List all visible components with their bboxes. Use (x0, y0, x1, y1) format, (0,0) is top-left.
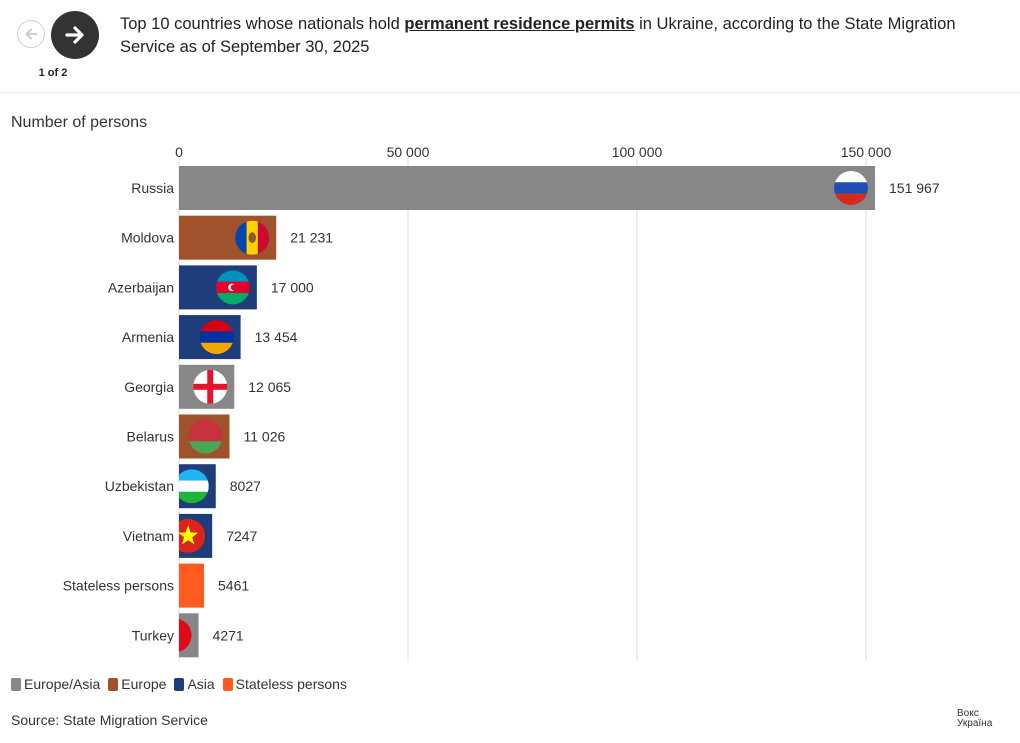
value-label: 151 967 (889, 180, 940, 196)
axis-title: Number of persons (11, 114, 147, 131)
previous-button[interactable] (17, 20, 45, 48)
value-label: 4271 (213, 627, 244, 643)
arrow-right-icon (65, 26, 84, 44)
legend-swatch (108, 677, 119, 691)
x-tick-label: 100 000 (612, 144, 663, 160)
value-label: 7247 (226, 528, 257, 544)
legend-label: Stateless persons (235, 676, 347, 692)
category-label: Georgia (124, 379, 174, 395)
legend: Europe/Asia Europe Asia Stateless persons (11, 676, 347, 692)
category-label: Moldova (121, 230, 174, 246)
category-label: Belarus (127, 429, 174, 445)
value-label: 11 026 (243, 429, 285, 445)
belarus-flag (188, 419, 223, 454)
x-tick-label: 50 000 (387, 144, 430, 160)
value-label: 8027 (230, 478, 261, 494)
bar-row: Azerbaijan 17 000 (108, 265, 314, 310)
uzbekistan-flag (179, 469, 209, 504)
armenia-flag (199, 320, 234, 355)
vietnam-flag (179, 518, 206, 553)
logo-line-1: Вокс (957, 708, 979, 719)
header: 1 of 2 Top 10 countries whose nationals … (0, 0, 1020, 93)
x-tick-label: 150 000 (841, 144, 892, 160)
turkey-flag (179, 618, 192, 653)
legend-item: Europe (108, 676, 166, 692)
chart-title: Top 10 countries whose nationals hold pe… (120, 13, 1000, 59)
category-label: Russia (131, 180, 174, 196)
category-label: Uzbekistan (105, 478, 174, 494)
category-label: Stateless persons (63, 578, 174, 594)
bar-row: Georgia 12 065 (124, 364, 291, 409)
russia-flag (834, 171, 869, 205)
bar-row: Turkey 4271 (132, 613, 244, 658)
bar-row: Moldova 21 231 (121, 215, 333, 260)
logo-line-2: Україна (957, 718, 993, 729)
legend-item: Asia (174, 676, 215, 692)
category-label: Armenia (122, 329, 174, 345)
bar-row: Uzbekistan 8027 (105, 464, 261, 509)
value-label: 13 454 (255, 329, 298, 345)
bar-row: Belarus 11 026 (127, 414, 285, 459)
bar[interactable] (179, 166, 876, 210)
legend-swatch (222, 677, 233, 691)
category-label: Turkey (132, 627, 174, 643)
title-text-start: Top 10 countries whose nationals hold (120, 15, 405, 33)
bar-row: Stateless persons 5461 (63, 563, 249, 608)
legend-label: Asia (187, 676, 215, 692)
bar-chart: Number of persons 0 50 000 100 000 150 000 Ru… (11, 114, 940, 661)
vox-ukraine-logo[interactable]: Вокс Україна (957, 709, 992, 729)
bar-row: Armenia 13 454 (122, 315, 298, 360)
legend-label: Europe/Asia (24, 676, 101, 692)
next-button[interactable] (51, 11, 99, 59)
legend-swatch (11, 677, 21, 691)
azerbaijan-flag (215, 270, 250, 305)
value-label: 12 065 (248, 379, 291, 395)
bar-row: Russia 151 967 (131, 166, 940, 210)
georgia-flag (193, 369, 228, 404)
bar[interactable] (179, 563, 205, 608)
legend-item: Europe/Asia (11, 676, 100, 692)
value-label: 21 231 (290, 230, 333, 246)
source-note: Source: State Migration Service (11, 712, 208, 728)
bar-row: Vietnam 7247 (123, 513, 258, 558)
value-label: 5461 (218, 578, 249, 594)
category-label: Azerbaijan (108, 279, 174, 295)
value-label: 17 000 (271, 279, 314, 295)
title-link[interactable]: permanent residence permits (404, 15, 635, 33)
title-text-end: in Ukraine, according to the State Migra… (120, 15, 956, 56)
legend-swatch (174, 677, 185, 691)
arrow-left-icon (25, 28, 38, 40)
x-tick-label: 0 (175, 144, 183, 160)
category-label: Vietnam (123, 528, 174, 544)
legend-label: Europe (121, 676, 167, 692)
legend-item: Stateless persons (222, 676, 347, 692)
moldova-flag (235, 220, 270, 255)
page-indicator: 1 of 2 (38, 67, 68, 79)
